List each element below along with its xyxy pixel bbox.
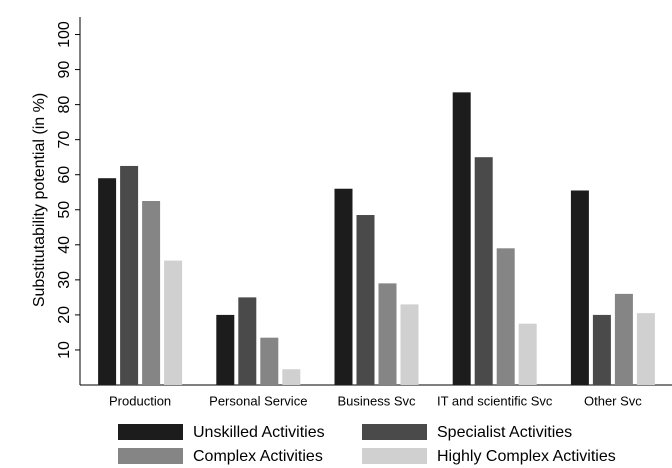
y-tick-label: 20 [56, 306, 73, 324]
y-tick-label: 40 [56, 236, 73, 254]
bar [142, 201, 161, 385]
legend-swatch [362, 424, 427, 440]
legend-swatch [118, 424, 183, 440]
bar [120, 165, 139, 385]
bar [496, 248, 515, 385]
bar [636, 313, 655, 385]
legend-swatch [362, 448, 427, 464]
legend-label: Complex Activities [193, 448, 323, 465]
y-tick-label: 30 [56, 271, 73, 289]
bar [614, 293, 633, 385]
legend-label: Highly Complex Activities [437, 448, 616, 465]
x-tick-label: IT and scientific Svc [437, 393, 553, 408]
x-tick-label: Other Svc [584, 393, 642, 408]
bar [260, 337, 279, 385]
y-tick-label: 80 [56, 96, 73, 114]
y-axis-label: Substitutability potential (in %) [31, 93, 48, 307]
bar [378, 283, 397, 385]
bar [238, 297, 257, 385]
legend-swatch [118, 448, 183, 464]
x-tick-label: Personal Service [209, 393, 307, 408]
y-tick-label: 90 [56, 61, 73, 79]
bar [216, 314, 235, 385]
bar [356, 215, 375, 385]
legend-label: Unskilled Activities [193, 424, 325, 441]
x-tick-label: Business Svc [337, 393, 416, 408]
bar [518, 323, 537, 385]
bar [164, 260, 183, 385]
y-tick-label: 70 [56, 131, 73, 149]
bar [282, 369, 301, 385]
bar [334, 188, 353, 385]
y-tick-label: 10 [56, 341, 73, 359]
bar [452, 92, 471, 385]
legend-label: Specialist Activities [437, 424, 572, 441]
x-tick-label: Production [109, 393, 171, 408]
y-tick-label: 50 [56, 201, 73, 219]
bar [570, 190, 589, 385]
bar [592, 314, 611, 385]
y-tick-label: 100 [56, 21, 73, 48]
bar [98, 178, 117, 385]
bar [474, 157, 493, 385]
bar [400, 304, 419, 385]
y-tick-label: 60 [56, 166, 73, 184]
